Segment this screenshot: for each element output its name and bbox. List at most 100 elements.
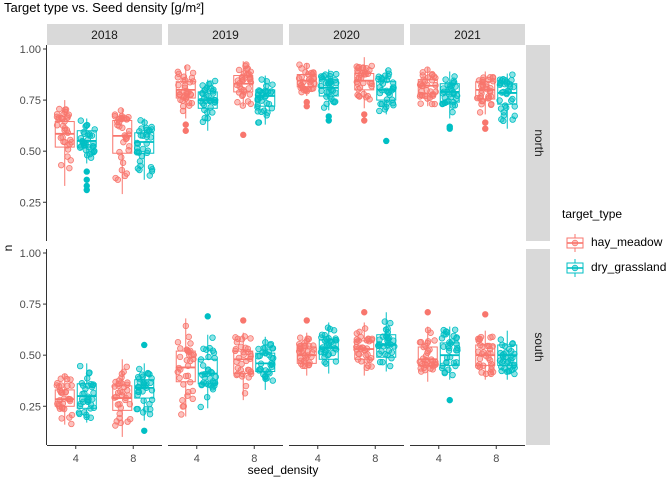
data-point xyxy=(54,380,61,387)
data-point xyxy=(379,358,386,366)
data-point xyxy=(360,64,367,71)
data-point xyxy=(140,397,147,404)
data-point xyxy=(116,410,123,417)
data-point xyxy=(297,334,304,341)
data-point xyxy=(84,131,92,138)
data-point xyxy=(511,370,518,378)
x-tick-label: 4 xyxy=(194,453,200,465)
data-point xyxy=(333,70,340,78)
data-point xyxy=(200,345,207,352)
data-point xyxy=(146,410,154,418)
x-tick-label: 8 xyxy=(251,453,257,465)
data-point xyxy=(417,100,424,107)
points-south-2021-4-dry_grassland xyxy=(438,326,461,379)
data-point xyxy=(123,116,131,123)
data-point xyxy=(376,89,384,97)
data-point xyxy=(114,389,122,396)
data-point xyxy=(200,101,208,109)
outlier-point-north-2021-4-dry_grassland xyxy=(446,125,453,132)
data-point xyxy=(112,174,119,182)
data-point xyxy=(237,366,245,374)
data-point xyxy=(120,368,127,376)
data-point xyxy=(363,357,371,364)
facet-strip-2020 xyxy=(289,24,404,45)
data-point xyxy=(255,345,262,353)
legend-key-dry_grassland xyxy=(565,258,585,278)
data-point xyxy=(67,136,74,144)
data-point xyxy=(209,334,216,341)
box-north-2021-8-dry_grassland xyxy=(497,83,518,105)
points-south-2018-8-dry_grassland xyxy=(133,365,156,418)
data-point xyxy=(442,76,449,83)
data-point xyxy=(174,339,182,346)
data-point xyxy=(211,77,219,85)
data-point xyxy=(237,343,245,350)
x-tick-label: 4 xyxy=(73,453,79,465)
data-point xyxy=(354,69,361,77)
y-axis-title: n xyxy=(1,245,15,252)
data-point xyxy=(174,74,182,81)
data-point xyxy=(416,339,424,346)
data-point xyxy=(332,358,340,365)
data-point xyxy=(255,119,262,126)
legend-key-point xyxy=(571,264,579,272)
data-point xyxy=(505,346,513,353)
data-point xyxy=(500,88,507,96)
data-point xyxy=(203,393,211,401)
data-point xyxy=(330,98,337,105)
data-point xyxy=(174,68,182,76)
data-point xyxy=(178,411,185,418)
data-point xyxy=(121,172,129,180)
data-point xyxy=(127,415,134,423)
data-point xyxy=(446,83,454,90)
data-point xyxy=(450,77,457,84)
points-south-2018-4-hay_meadow xyxy=(53,373,76,428)
data-point xyxy=(88,383,96,391)
data-point xyxy=(198,381,205,389)
data-point xyxy=(139,145,147,153)
data-point xyxy=(204,366,212,373)
data-point xyxy=(488,100,495,108)
data-point xyxy=(209,88,217,95)
data-point xyxy=(187,340,194,347)
legend-label-dry-grassland: dry_grassland xyxy=(591,260,666,274)
y-tick-label: 0.25 xyxy=(20,401,41,413)
data-point xyxy=(368,62,375,70)
data-point xyxy=(488,360,495,368)
data-point xyxy=(382,350,389,358)
facet-strip-north xyxy=(526,45,550,241)
outlier-point-south-2019-8-hay_meadow xyxy=(240,317,247,324)
data-point xyxy=(356,84,364,92)
data-point xyxy=(485,94,493,102)
data-point xyxy=(179,107,187,115)
data-point xyxy=(269,345,277,352)
data-point xyxy=(119,124,126,131)
x-axis-title: seed_density xyxy=(248,463,319,477)
data-point xyxy=(451,326,459,333)
data-point xyxy=(234,77,242,84)
data-point xyxy=(186,102,193,109)
facet-label-2021: 2021 xyxy=(454,28,481,42)
data-point xyxy=(233,339,241,346)
data-point xyxy=(329,87,337,94)
chart-title: Target type vs. Seed density [g/m²] xyxy=(4,0,204,15)
data-point xyxy=(189,69,197,77)
data-point xyxy=(246,91,254,98)
box-south-2019-4-dry_grassland xyxy=(197,358,218,385)
data-point xyxy=(323,100,330,108)
data-point xyxy=(242,382,250,390)
data-point xyxy=(68,420,75,428)
data-point xyxy=(111,111,119,118)
box-south-2020-4-dry_grassland xyxy=(318,339,339,360)
data-point xyxy=(118,154,125,161)
data-point xyxy=(184,372,192,380)
data-point xyxy=(133,149,141,156)
y-tick-label: 1.00 xyxy=(20,248,41,260)
data-point xyxy=(117,404,124,411)
data-point xyxy=(116,400,123,408)
data-point xyxy=(511,112,518,120)
data-point xyxy=(148,123,155,131)
data-point xyxy=(116,148,123,156)
data-point xyxy=(452,362,459,370)
data-point xyxy=(449,108,456,116)
